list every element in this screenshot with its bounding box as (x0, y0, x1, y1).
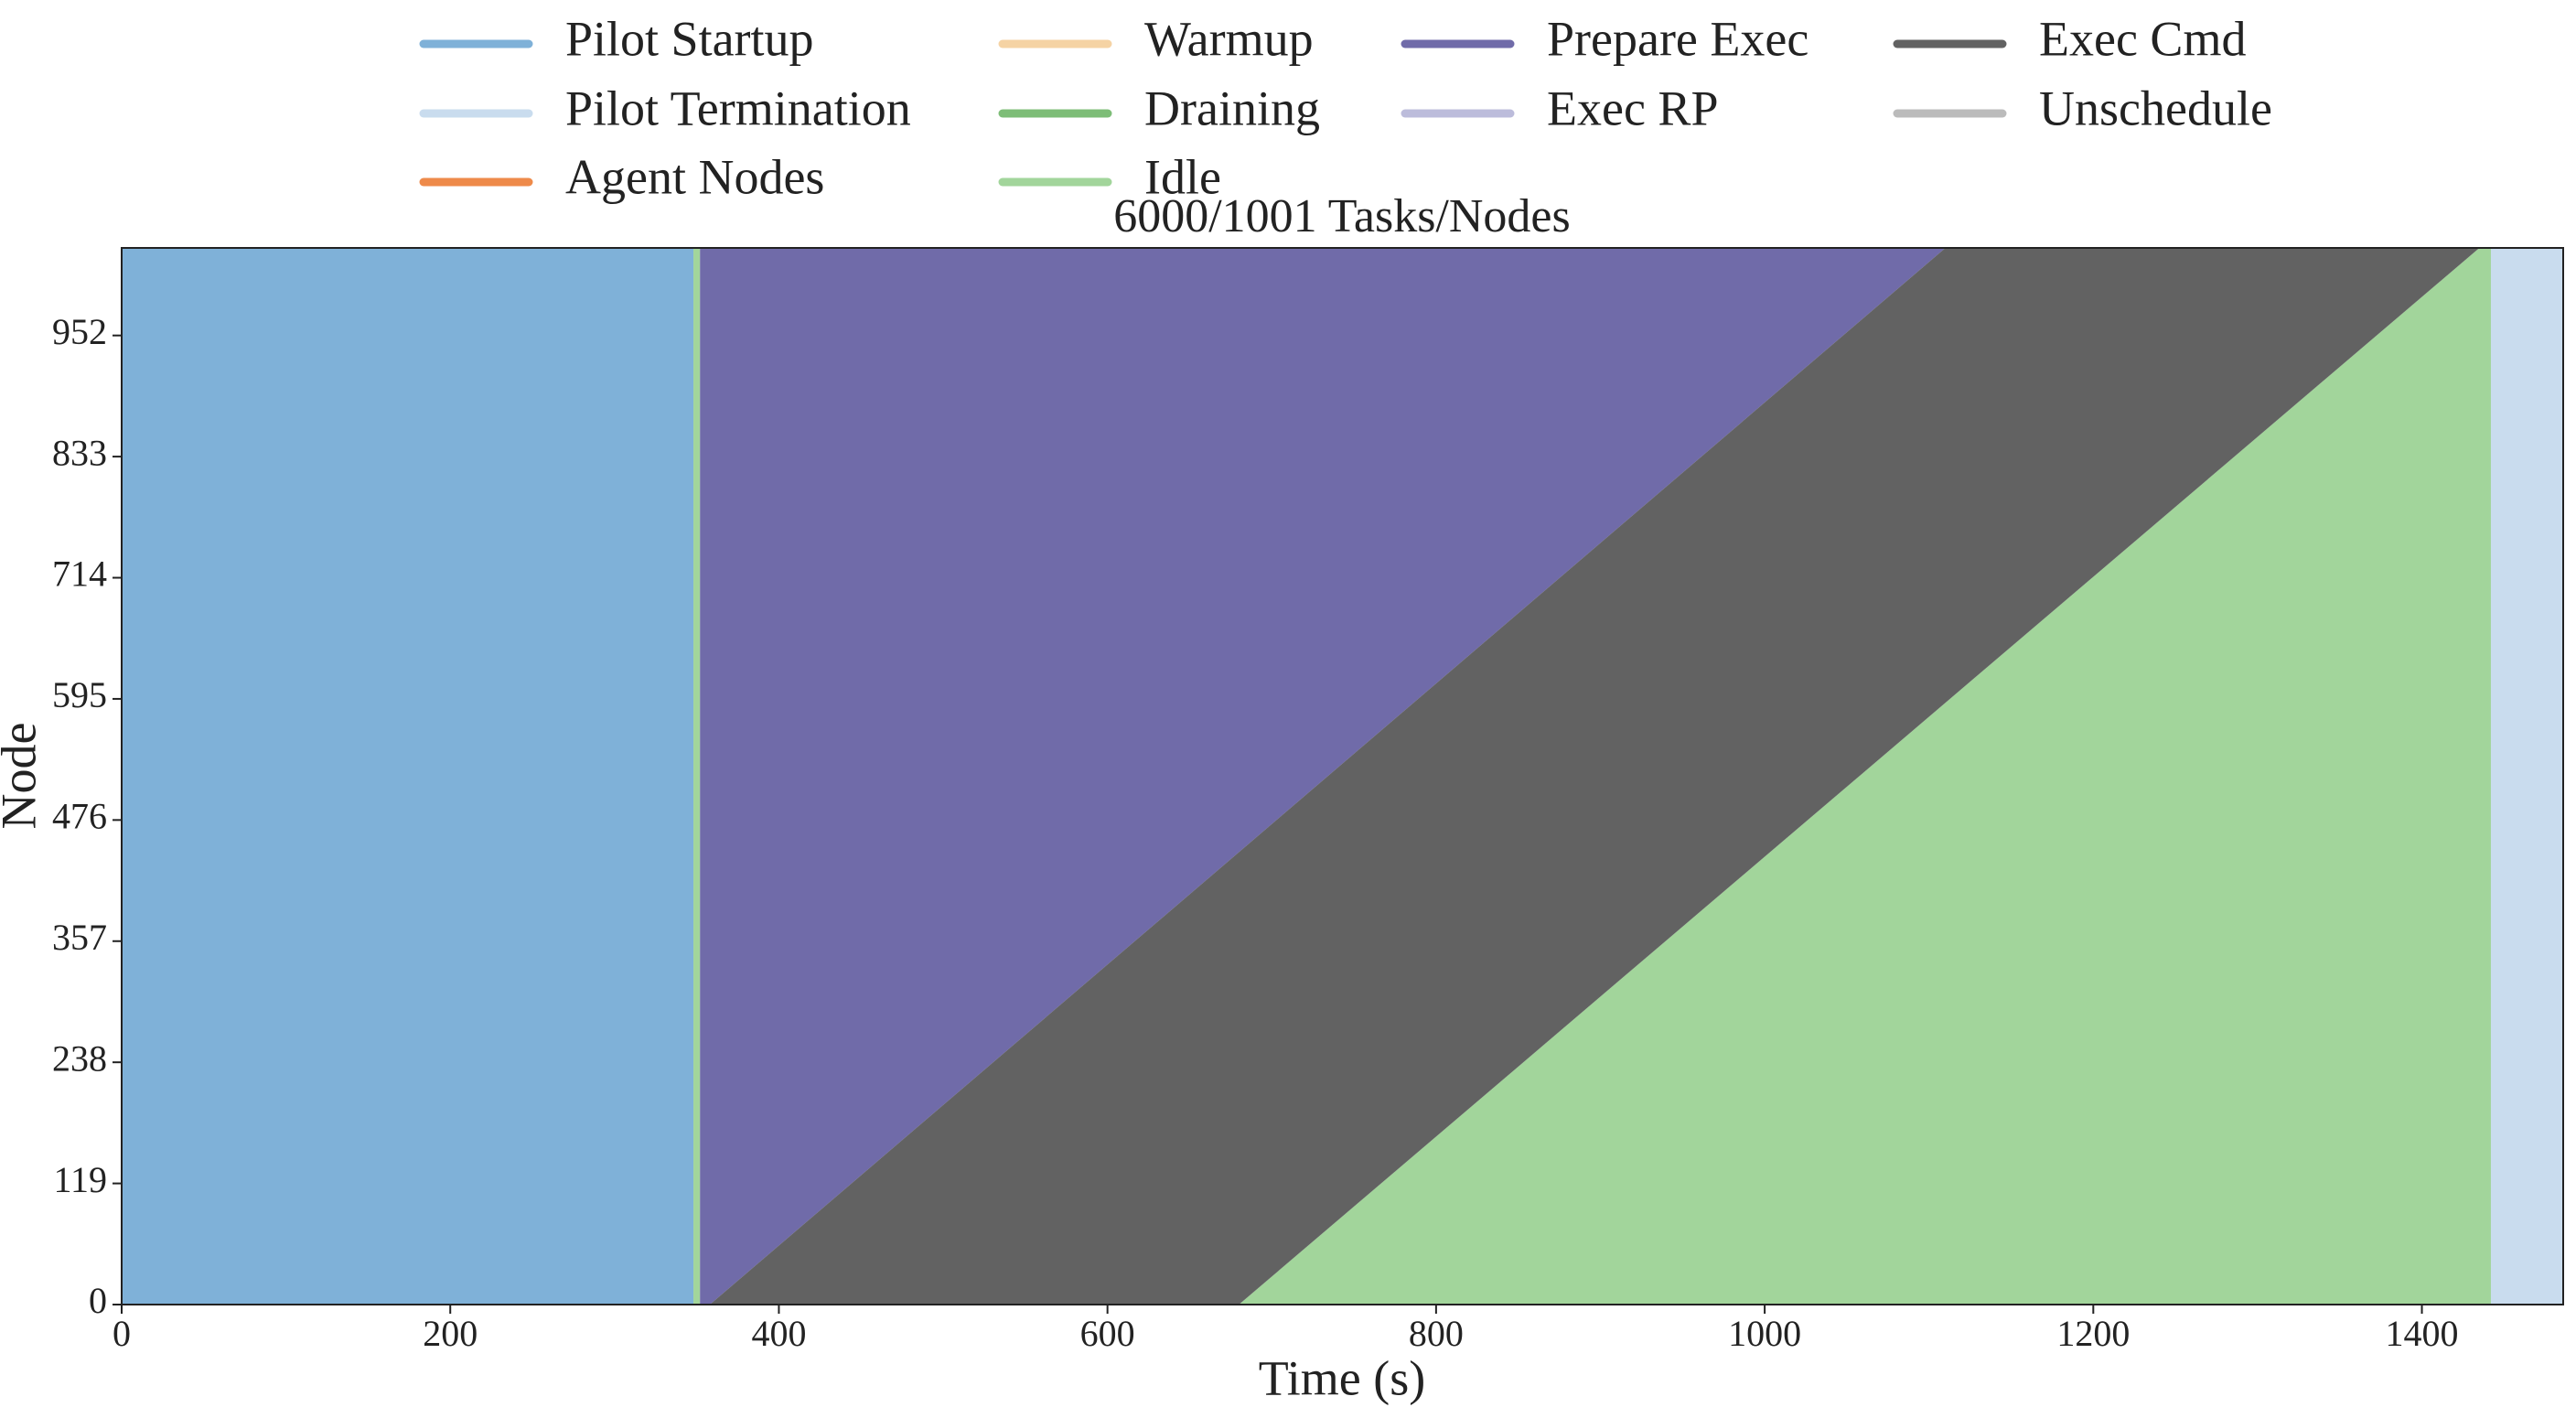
x-tick-label: 200 (423, 1313, 478, 1354)
state-region (122, 248, 694, 1305)
x-tick-label: 1400 (2386, 1313, 2459, 1354)
state-region (710, 248, 2480, 1305)
chart-title: 6000/1001 Tasks/Nodes (1113, 190, 1571, 242)
y-tick-label: 833 (52, 432, 107, 473)
state-region (693, 248, 701, 1305)
legend-label: Exec RP (1547, 81, 1718, 135)
legend-label: Exec Cmd (2039, 11, 2246, 66)
y-tick-label: 952 (52, 311, 107, 352)
x-tick-label: 0 (113, 1313, 131, 1354)
x-tick-label: 800 (1409, 1313, 1464, 1354)
legend-label: Unschedule (2039, 81, 2272, 135)
legend-label: Draining (1144, 81, 1320, 135)
plot-frame (121, 247, 2564, 1305)
y-tick-label: 595 (52, 674, 107, 715)
x-tick-label: 1000 (1728, 1313, 1801, 1354)
state-region (2490, 248, 2563, 1305)
x-axis-label: Time (s) (1259, 1350, 1426, 1405)
x-tick-label: 600 (1080, 1313, 1135, 1354)
y-tick-label: 357 (52, 917, 107, 958)
y-tick-label: 714 (52, 553, 107, 595)
y-tick-label: 119 (53, 1159, 107, 1200)
state-region (1239, 248, 2491, 1305)
legend-label: Warmup (1144, 11, 1314, 66)
x-tick-label: 400 (751, 1313, 806, 1354)
legend-label: Pilot Startup (565, 11, 814, 66)
legend-label: Idle (1144, 149, 1221, 204)
x-tick-label: 1200 (2056, 1313, 2130, 1354)
legend-label: Pilot Termination (565, 81, 911, 135)
y-tick-label: 0 (89, 1280, 107, 1321)
legend-label: Prepare Exec (1547, 11, 1809, 66)
y-axis-label: Node (0, 723, 46, 830)
state-region (700, 248, 1946, 1305)
y-tick-label: 476 (52, 796, 107, 837)
y-tick-label: 238 (52, 1037, 107, 1079)
legend-label: Agent Nodes (565, 149, 824, 204)
